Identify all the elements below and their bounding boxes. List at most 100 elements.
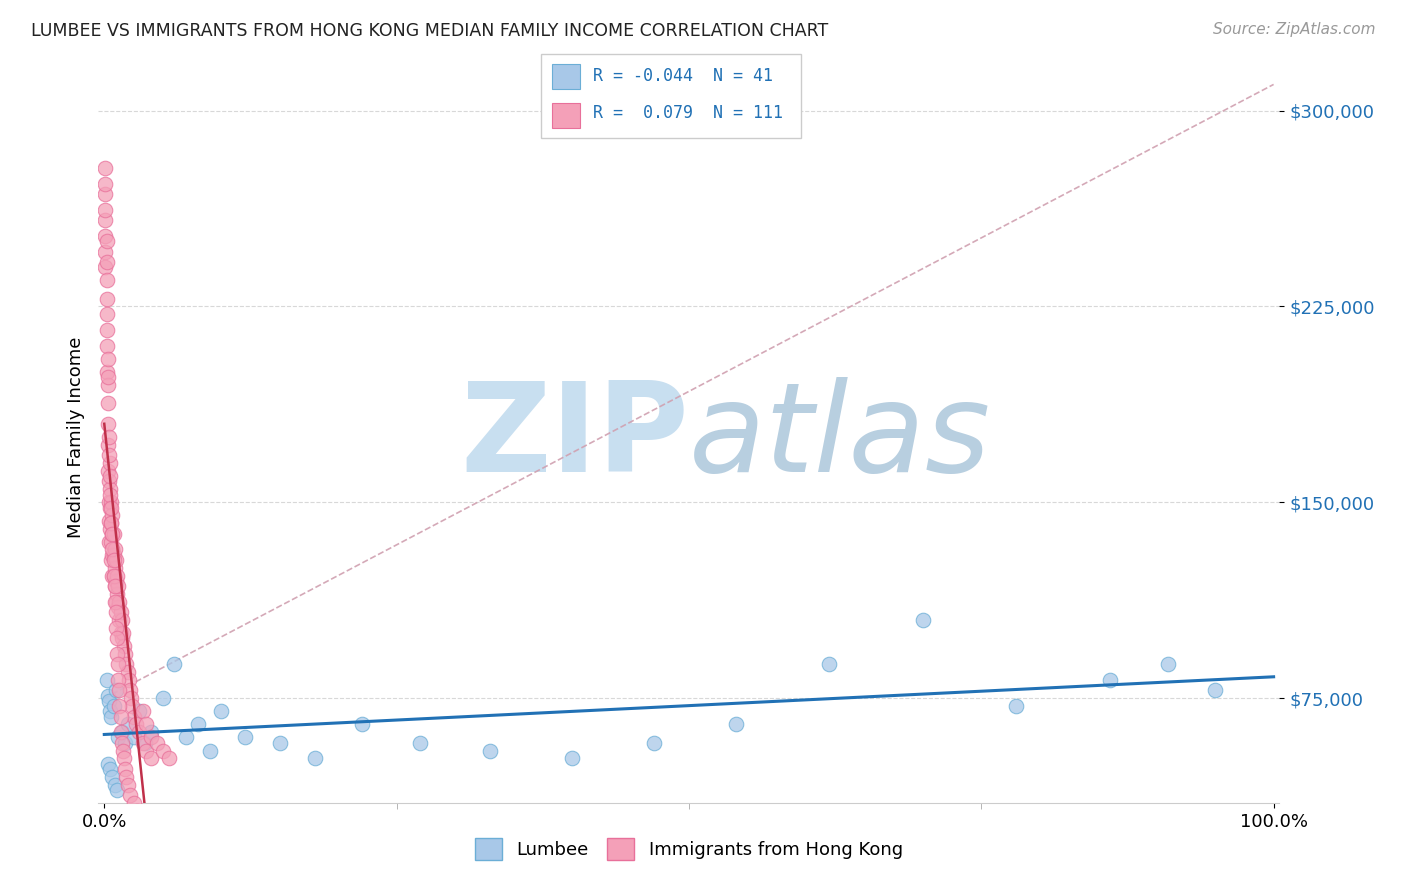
Point bbox=[132, 736, 155, 750]
Point bbox=[103, 548, 125, 562]
Point bbox=[561, 751, 583, 765]
Point bbox=[101, 568, 124, 582]
Point bbox=[103, 553, 125, 567]
Point bbox=[122, 709, 145, 723]
FancyBboxPatch shape bbox=[551, 103, 581, 128]
Point bbox=[97, 417, 120, 431]
Point bbox=[128, 725, 150, 739]
Point bbox=[114, 647, 136, 661]
Point bbox=[120, 691, 142, 706]
Point bbox=[101, 526, 124, 541]
Point bbox=[97, 396, 120, 410]
Y-axis label: Median Family Income: Median Family Income bbox=[66, 336, 84, 538]
Point bbox=[105, 568, 128, 582]
Point bbox=[101, 770, 124, 784]
Point bbox=[96, 255, 118, 269]
Point bbox=[269, 736, 291, 750]
Point bbox=[94, 244, 117, 259]
Point bbox=[100, 534, 122, 549]
Point bbox=[117, 665, 139, 680]
Point bbox=[409, 736, 432, 750]
Point bbox=[724, 717, 747, 731]
Point bbox=[108, 613, 131, 627]
Point bbox=[98, 456, 121, 470]
Point bbox=[111, 743, 134, 757]
Point bbox=[104, 621, 127, 635]
Point bbox=[146, 736, 169, 750]
Point bbox=[174, 731, 197, 745]
Point bbox=[105, 782, 128, 797]
Point bbox=[152, 743, 174, 757]
Text: LUMBEE VS IMMIGRANTS FROM HONG KONG MEDIAN FAMILY INCOME CORRELATION CHART: LUMBEE VS IMMIGRANTS FROM HONG KONG MEDI… bbox=[31, 22, 828, 40]
Point bbox=[96, 273, 118, 287]
Text: R =  0.079  N = 111: R = 0.079 N = 111 bbox=[593, 104, 783, 122]
Point bbox=[103, 568, 125, 582]
Point bbox=[114, 736, 136, 750]
Point bbox=[94, 177, 117, 191]
Point bbox=[117, 717, 139, 731]
Point bbox=[103, 568, 125, 582]
Point bbox=[104, 605, 127, 619]
Point bbox=[1204, 683, 1226, 698]
Point bbox=[98, 469, 121, 483]
Point bbox=[97, 534, 120, 549]
Point bbox=[101, 526, 124, 541]
Point bbox=[121, 699, 143, 714]
Point bbox=[114, 762, 136, 776]
Point bbox=[110, 605, 132, 619]
Point bbox=[132, 705, 155, 719]
Point bbox=[104, 542, 127, 557]
Point bbox=[94, 161, 117, 175]
Point bbox=[112, 639, 135, 653]
Point bbox=[643, 736, 665, 750]
Point bbox=[101, 542, 124, 557]
Point bbox=[107, 579, 129, 593]
Point bbox=[118, 673, 141, 687]
Point bbox=[107, 599, 129, 614]
Point bbox=[96, 323, 118, 337]
Point bbox=[98, 521, 121, 535]
Point bbox=[97, 448, 120, 462]
Point bbox=[104, 594, 127, 608]
Point bbox=[97, 475, 120, 489]
Point bbox=[111, 632, 134, 646]
Point bbox=[105, 632, 128, 646]
Point bbox=[122, 731, 145, 745]
Point bbox=[94, 202, 117, 217]
Point bbox=[111, 725, 134, 739]
Point bbox=[818, 657, 841, 672]
Point bbox=[94, 213, 117, 227]
Point bbox=[97, 694, 120, 708]
Point bbox=[97, 514, 120, 528]
Point bbox=[157, 751, 180, 765]
Point bbox=[111, 736, 134, 750]
Point bbox=[96, 365, 118, 379]
Text: Source: ZipAtlas.com: Source: ZipAtlas.com bbox=[1212, 22, 1375, 37]
Point bbox=[96, 307, 118, 321]
Point bbox=[134, 736, 156, 750]
Point bbox=[163, 657, 186, 672]
Point bbox=[104, 778, 127, 792]
Point bbox=[139, 731, 162, 745]
Point bbox=[104, 574, 127, 588]
Point bbox=[304, 751, 326, 765]
Text: atlas: atlas bbox=[689, 376, 991, 498]
Point bbox=[104, 683, 127, 698]
Point bbox=[97, 464, 120, 478]
Point bbox=[94, 187, 117, 202]
Point bbox=[97, 351, 120, 366]
Point bbox=[100, 500, 122, 515]
Point bbox=[108, 699, 131, 714]
Point bbox=[97, 689, 120, 703]
Point bbox=[104, 594, 127, 608]
Point bbox=[104, 579, 127, 593]
Point bbox=[97, 377, 120, 392]
Point bbox=[1098, 673, 1121, 687]
Point bbox=[107, 673, 129, 687]
Point bbox=[105, 647, 128, 661]
Point bbox=[104, 579, 127, 593]
Point bbox=[103, 526, 125, 541]
Point bbox=[101, 508, 124, 523]
Point bbox=[96, 673, 118, 687]
Point bbox=[139, 751, 162, 765]
